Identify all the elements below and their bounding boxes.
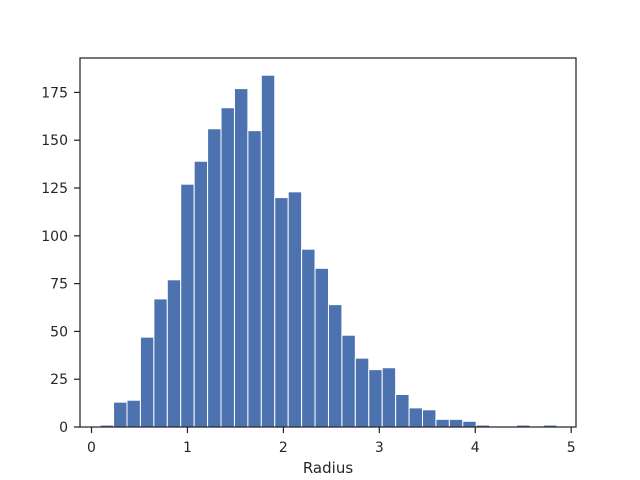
histogram-bar bbox=[395, 393, 410, 428]
histogram-bar bbox=[126, 399, 141, 428]
histogram-bar bbox=[314, 267, 329, 428]
y-tick-label: 50 bbox=[50, 324, 68, 340]
histogram-bar bbox=[421, 409, 437, 428]
histogram-bar bbox=[448, 418, 464, 428]
histogram-bar bbox=[193, 160, 209, 428]
histogram-bar bbox=[274, 197, 289, 428]
axes-frame bbox=[79, 57, 577, 428]
x-tick-label: 1 bbox=[183, 440, 192, 456]
histogram-bar bbox=[301, 248, 316, 428]
histogram-bar bbox=[381, 367, 397, 428]
histogram-bar bbox=[247, 130, 262, 428]
x-tick-label: 3 bbox=[375, 440, 384, 456]
histogram-bar bbox=[113, 401, 128, 428]
y-tick-label: 175 bbox=[41, 85, 68, 101]
histogram-bar bbox=[207, 128, 222, 428]
histogram-bar bbox=[139, 336, 155, 428]
histogram-bar bbox=[341, 334, 356, 428]
y-tick-label: 25 bbox=[50, 372, 68, 388]
histogram-bar bbox=[233, 88, 249, 428]
x-tick-label: 5 bbox=[567, 440, 576, 456]
bars-layer bbox=[99, 74, 558, 428]
y-tick-label: 0 bbox=[59, 420, 68, 436]
histogram-bar bbox=[220, 107, 235, 428]
y-tick-label: 75 bbox=[50, 277, 68, 293]
histogram-bar bbox=[327, 304, 343, 428]
histogram-bar bbox=[180, 183, 195, 428]
histogram-bar bbox=[287, 191, 303, 428]
histogram-bar bbox=[435, 418, 450, 428]
histogram-bar bbox=[408, 407, 423, 428]
y-tick-label: 125 bbox=[41, 181, 68, 197]
y-tick-label: 150 bbox=[41, 133, 68, 149]
y-tick-label: 100 bbox=[41, 229, 68, 245]
histogram-bar bbox=[462, 420, 477, 428]
x-tick-label: 2 bbox=[279, 440, 288, 456]
x-tick-label: 0 bbox=[87, 440, 96, 456]
x-tick-label: 4 bbox=[471, 440, 480, 456]
histogram-bar bbox=[260, 74, 276, 428]
histogram-bar bbox=[153, 298, 168, 428]
histogram-bar bbox=[354, 357, 370, 428]
x-axis-label: Radius bbox=[303, 459, 353, 477]
histogram-bar bbox=[368, 369, 383, 428]
histogram-bar bbox=[166, 279, 182, 428]
